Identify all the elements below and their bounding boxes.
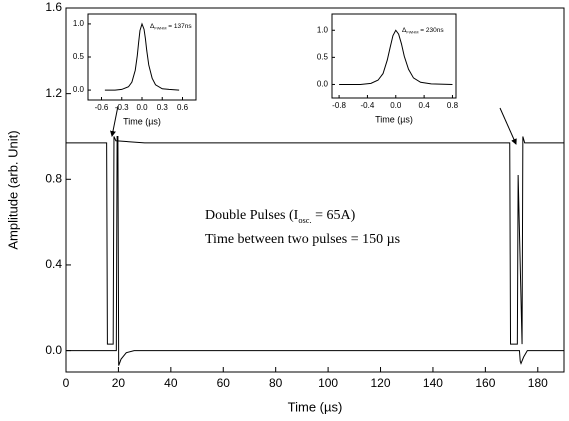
annotation-subscript: osc. (298, 216, 311, 225)
x-axis-label: Time (µs) (123, 116, 161, 126)
annotation-text: = 230ns (418, 27, 444, 34)
arrow (499, 107, 517, 145)
x-tick-label: 80 (269, 376, 283, 390)
y-tick-label: 1.6 (45, 0, 62, 14)
x-tick-label: -0.6 (95, 103, 109, 112)
y-tick-label: 1.0 (317, 25, 329, 34)
annotation: Time between two pulses = 150 µs (205, 232, 400, 247)
x-tick-label: 20 (112, 376, 126, 390)
x-tick-label: 180 (528, 376, 548, 390)
plot-frame (87, 13, 197, 101)
x-axis-label: Time (µs) (375, 114, 413, 124)
y-tick-label: 1.2 (45, 86, 62, 100)
x-tick-label: -0.8 (332, 101, 346, 110)
plot-frame (65, 7, 565, 373)
x-tick-label: 100 (318, 376, 338, 390)
arrow (110, 105, 119, 137)
x-tick-label: -0.4 (361, 101, 375, 110)
y-tick-label: 0.5 (73, 52, 85, 61)
y-tick-label: 0.0 (73, 85, 85, 94)
annotation-text: Δ (402, 27, 407, 34)
x-tick-label: 0.3 (157, 103, 169, 112)
x-tick-label: 160 (475, 376, 495, 390)
x-tick-label: 40 (164, 376, 178, 390)
annotation-subscript: FWHM (154, 25, 166, 30)
y-tick-label: 0.0 (317, 80, 329, 89)
y-tick-label: 0.8 (45, 171, 62, 185)
plot-frame (331, 13, 457, 99)
y-tick-label: 0.0 (45, 343, 62, 357)
x-tick-label: -0.3 (115, 103, 129, 112)
annotation: ΔFWHM = 137ns (150, 23, 192, 31)
x-tick-label: 140 (423, 376, 443, 390)
y-tick-label: 1.0 (73, 19, 85, 28)
annotation: ΔFWHM = 230ns (402, 27, 444, 35)
annotation-text: Time between two pulses = 150 µs (205, 232, 400, 247)
y-tick-label: 0.5 (317, 52, 329, 61)
x-tick-label: 0 (63, 376, 70, 390)
y-tick-label: 0.4 (45, 257, 62, 271)
x-tick-label: 120 (371, 376, 391, 390)
annotation: Double Pulses (Iosc. = 65A) (205, 208, 356, 225)
x-tick-label: 0.0 (390, 101, 402, 110)
y-axis-label: Amplitude (arb. Unit) (5, 130, 20, 249)
data-line (339, 29, 453, 85)
x-axis-label: Time (µs) (288, 399, 343, 414)
annotation-text: Δ (150, 23, 155, 30)
annotation-subscript: FWHM (406, 29, 418, 34)
x-tick-label: 0.6 (177, 103, 189, 112)
data-line (66, 135, 564, 366)
x-tick-label: 0.0 (136, 103, 148, 112)
x-tick-label: 60 (217, 376, 231, 390)
inset-background (88, 14, 196, 100)
annotation-text: Double Pulses (I (205, 208, 299, 223)
data-line (104, 22, 180, 91)
annotation-text: = 137ns (166, 23, 192, 30)
x-tick-label: 0.4 (419, 101, 431, 110)
data-line (66, 136, 564, 345)
x-tick-label: 0.8 (447, 101, 459, 110)
annotation-text: = 65A) (312, 208, 356, 223)
